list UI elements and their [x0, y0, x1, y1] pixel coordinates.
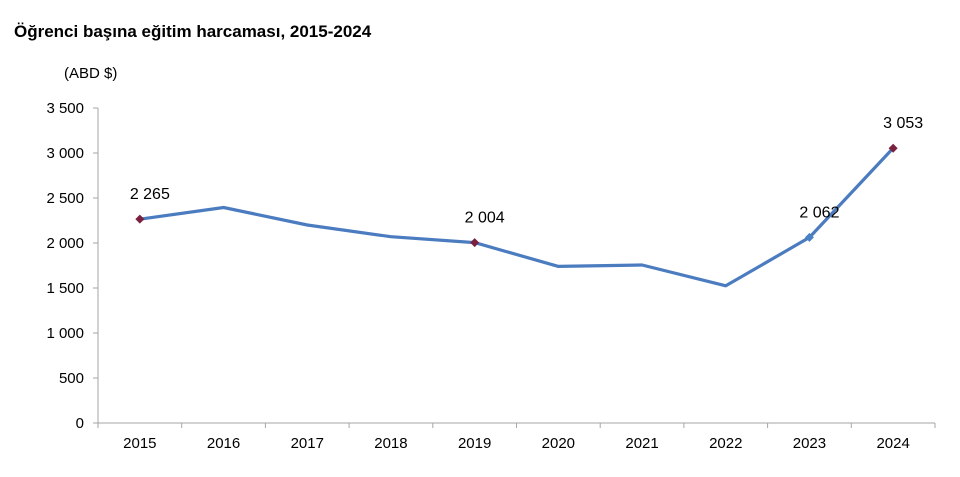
data-label: 2 265 — [130, 186, 170, 203]
y-tick-label: 500 — [59, 370, 84, 387]
y-tick-label: 2 500 — [46, 190, 84, 207]
x-tick-label: 2016 — [207, 435, 240, 452]
x-tick-label: 2018 — [374, 435, 407, 452]
y-tick-label: 3 500 — [46, 100, 84, 117]
x-tick-label: 2022 — [709, 435, 742, 452]
data-label: 3 053 — [883, 115, 923, 132]
x-tick-label: 2015 — [123, 435, 156, 452]
y-axis-unit-label: (ABD $) — [64, 65, 117, 82]
x-tick-label: 2024 — [876, 435, 909, 452]
series-line — [138, 146, 895, 288]
y-tick-label: 2 000 — [46, 235, 84, 252]
data-point-marker — [135, 214, 145, 224]
data-label: 2 004 — [465, 210, 505, 227]
x-tick-label: 2017 — [291, 435, 324, 452]
axes: 0 500 1 000 1 500 2 000 2 500 3 000 3 500 2015 20… — [46, 100, 936, 452]
data-point-marker — [804, 232, 814, 242]
y-tick-label: 3 000 — [46, 145, 84, 162]
x-tick-label: 2019 — [458, 435, 491, 452]
chart-title: Öğrenci başına eğitim harcaması, 2015-20… — [14, 22, 372, 41]
marker-layer — [135, 143, 898, 248]
data-label-layer: 2 265 2 004 2 062 3 053 — [130, 115, 923, 226]
x-tick-label: 2021 — [625, 435, 658, 452]
y-tick-label: 0 — [76, 415, 84, 432]
y-tick-label: 1 500 — [46, 280, 84, 297]
data-point-marker — [470, 238, 480, 248]
y-tick-label: 1 000 — [46, 325, 84, 342]
x-tick-label: 2020 — [542, 435, 575, 452]
data-label: 2 062 — [799, 204, 839, 221]
data-point-marker — [888, 143, 898, 153]
series-line-layer — [138, 146, 895, 288]
x-tick-label: 2023 — [793, 435, 826, 452]
